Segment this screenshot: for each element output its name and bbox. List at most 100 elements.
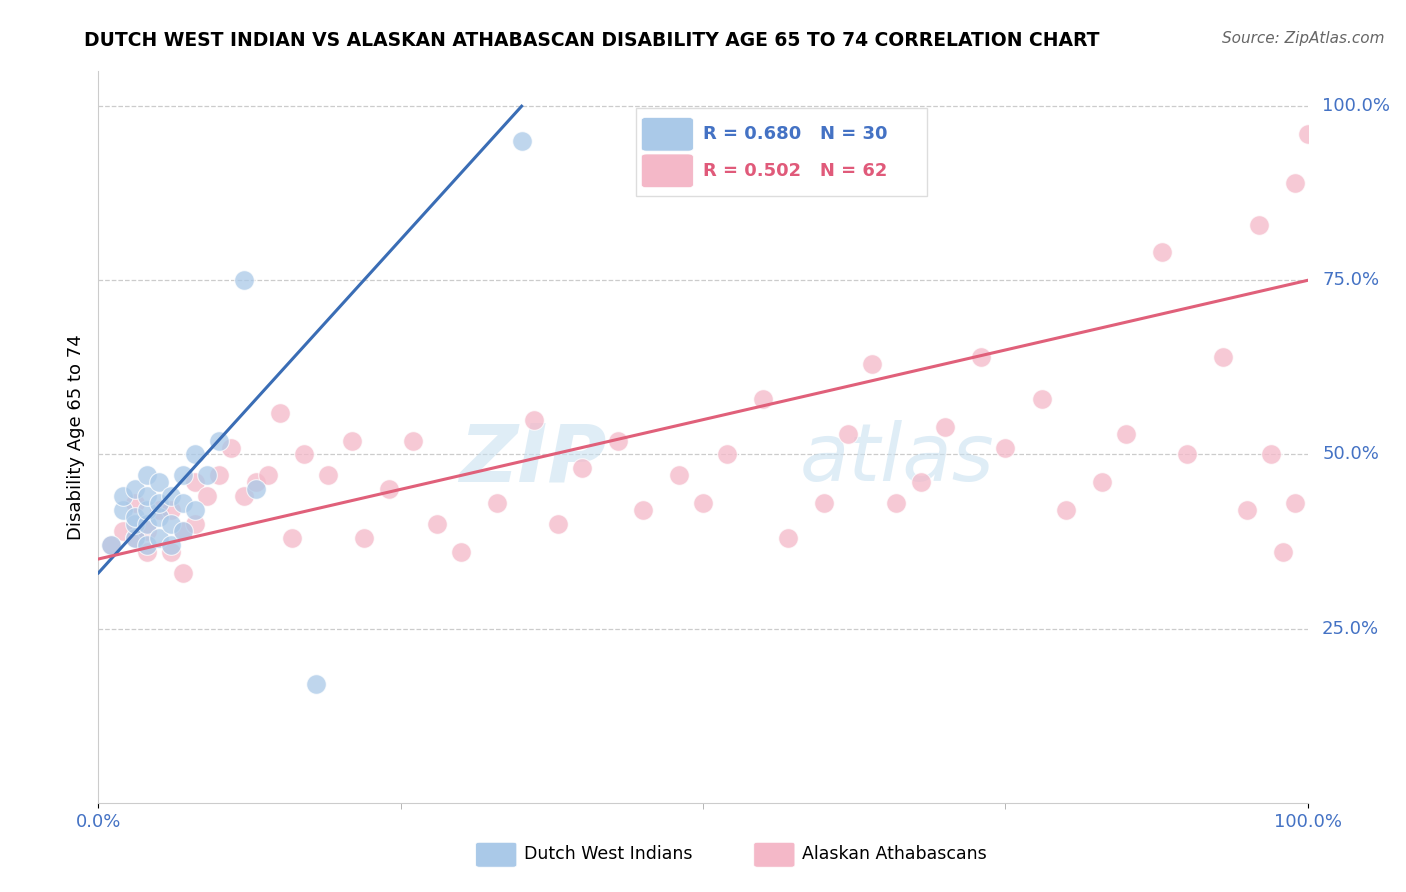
Point <box>148 531 170 545</box>
FancyBboxPatch shape <box>637 108 927 195</box>
Point <box>305 677 328 691</box>
Text: Alaskan Athabascans: Alaskan Athabascans <box>803 845 987 863</box>
Point <box>135 524 157 538</box>
Point <box>148 475 170 490</box>
Point <box>1091 475 1114 490</box>
Point <box>184 517 207 532</box>
Point <box>860 357 883 371</box>
Point <box>752 392 775 406</box>
Point <box>124 483 146 497</box>
Text: 100.0%: 100.0% <box>1322 97 1391 115</box>
Point <box>342 434 364 448</box>
Point <box>124 496 146 510</box>
FancyBboxPatch shape <box>475 842 517 867</box>
Point <box>245 475 267 490</box>
Point <box>402 434 425 448</box>
Point <box>547 517 569 532</box>
Point <box>172 524 194 538</box>
Point <box>184 448 207 462</box>
Point <box>135 538 157 552</box>
Point <box>837 426 859 441</box>
Point <box>1284 176 1306 190</box>
Point <box>1115 426 1137 441</box>
Point <box>195 489 218 503</box>
Point <box>292 448 315 462</box>
Point <box>1236 503 1258 517</box>
Point <box>510 134 533 148</box>
Text: R = 0.680   N = 30: R = 0.680 N = 30 <box>703 125 887 144</box>
Point <box>135 517 157 532</box>
Point <box>1054 503 1077 517</box>
Point <box>1272 545 1295 559</box>
Point <box>111 524 134 538</box>
Point <box>135 468 157 483</box>
Point <box>208 434 231 448</box>
Point <box>813 496 835 510</box>
Point <box>353 531 375 545</box>
Text: 25.0%: 25.0% <box>1322 620 1379 638</box>
Point <box>148 496 170 510</box>
Point <box>1212 350 1234 364</box>
Point <box>934 419 956 434</box>
Point <box>316 468 339 483</box>
Point <box>100 538 122 552</box>
Point <box>486 496 509 510</box>
Point <box>232 273 254 287</box>
Point <box>994 441 1017 455</box>
Point <box>100 538 122 552</box>
Point <box>245 483 267 497</box>
Point <box>184 475 207 490</box>
Point <box>716 448 738 462</box>
Point <box>692 496 714 510</box>
Point <box>111 489 134 503</box>
Point <box>208 468 231 483</box>
Point <box>269 406 291 420</box>
Point <box>135 503 157 517</box>
Point <box>160 538 183 552</box>
Point <box>124 531 146 545</box>
Text: Source: ZipAtlas.com: Source: ZipAtlas.com <box>1222 31 1385 46</box>
Y-axis label: Disability Age 65 to 74: Disability Age 65 to 74 <box>66 334 84 540</box>
FancyBboxPatch shape <box>641 154 693 187</box>
Point <box>1249 218 1271 232</box>
Point <box>160 517 183 532</box>
Point <box>450 545 472 559</box>
Point <box>970 350 993 364</box>
Point <box>172 468 194 483</box>
Text: atlas: atlas <box>800 420 994 498</box>
Point <box>172 566 194 580</box>
FancyBboxPatch shape <box>754 842 794 867</box>
Point <box>281 531 304 545</box>
Point <box>124 531 146 545</box>
Text: R = 0.502   N = 62: R = 0.502 N = 62 <box>703 161 887 180</box>
Point <box>631 503 654 517</box>
Point <box>135 489 157 503</box>
Point <box>184 503 207 517</box>
Point <box>776 531 799 545</box>
Point <box>148 510 170 524</box>
Point <box>124 510 146 524</box>
Text: 50.0%: 50.0% <box>1322 445 1379 464</box>
Text: 75.0%: 75.0% <box>1322 271 1379 289</box>
Point <box>172 496 194 510</box>
Point <box>1152 245 1174 260</box>
Point <box>1284 496 1306 510</box>
Point <box>160 503 183 517</box>
Point <box>172 524 194 538</box>
Point <box>232 489 254 503</box>
Point <box>910 475 932 490</box>
Point <box>195 468 218 483</box>
Point <box>221 441 243 455</box>
Point <box>1031 392 1053 406</box>
Point <box>135 545 157 559</box>
Text: ZIP: ZIP <box>458 420 606 498</box>
Point <box>160 545 183 559</box>
Point <box>523 412 546 426</box>
Point <box>571 461 593 475</box>
Point <box>607 434 630 448</box>
Point <box>160 489 183 503</box>
Point <box>148 503 170 517</box>
Point <box>886 496 908 510</box>
Point <box>1296 127 1319 141</box>
Text: Dutch West Indians: Dutch West Indians <box>524 845 693 863</box>
